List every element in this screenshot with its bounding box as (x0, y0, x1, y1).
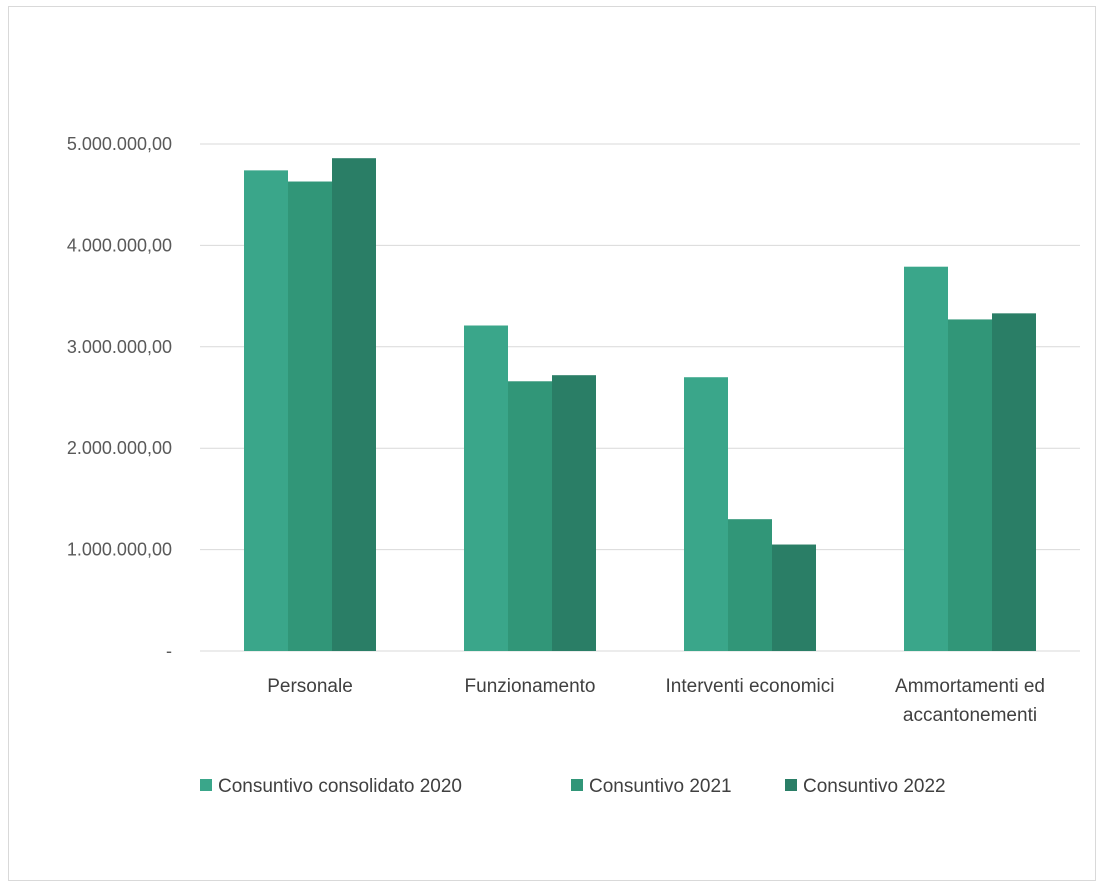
bar (904, 266, 948, 651)
legend-label: Consuntivo 2021 (589, 776, 732, 797)
bar (772, 544, 816, 651)
x-tick-label: Funzionamento (465, 676, 596, 697)
bar (288, 181, 332, 651)
x-tick-label-line: accantonementi (903, 705, 1037, 726)
x-tick-label-line: Funzionamento (465, 676, 596, 697)
y-tick-label: 1.000.000,00 (67, 540, 172, 560)
x-tick-label-line: Interventi economici (666, 676, 835, 697)
y-tick-label: 2.000.000,00 (67, 438, 172, 458)
bar (728, 519, 772, 651)
x-tick-label: Personale (267, 676, 353, 697)
x-tick-label: Interventi economici (666, 676, 835, 697)
bar (332, 158, 376, 652)
bar (948, 319, 992, 651)
legend-label: Consuntivo 2022 (803, 776, 946, 797)
x-tick-label: Ammortamenti ed accantonementi (895, 676, 1045, 726)
bar (684, 377, 728, 651)
y-tick-label: 5.000.000,00 (67, 134, 172, 154)
legend-swatch (571, 779, 583, 791)
bar (464, 325, 508, 651)
y-tick-label: - (166, 641, 172, 661)
legend-swatch (785, 779, 797, 791)
legend-label: Consuntivo consolidato 2020 (218, 776, 462, 797)
legend-swatch (200, 779, 212, 791)
bar (992, 313, 1036, 651)
x-tick-label-line: Ammortamenti ed (895, 676, 1045, 697)
bar (244, 170, 288, 651)
bar (508, 381, 552, 651)
x-tick-label-line: Personale (267, 676, 353, 697)
y-tick-label: 4.000.000,00 (67, 235, 172, 255)
y-tick-label: 3.000.000,00 (67, 337, 172, 357)
bar (552, 375, 596, 651)
